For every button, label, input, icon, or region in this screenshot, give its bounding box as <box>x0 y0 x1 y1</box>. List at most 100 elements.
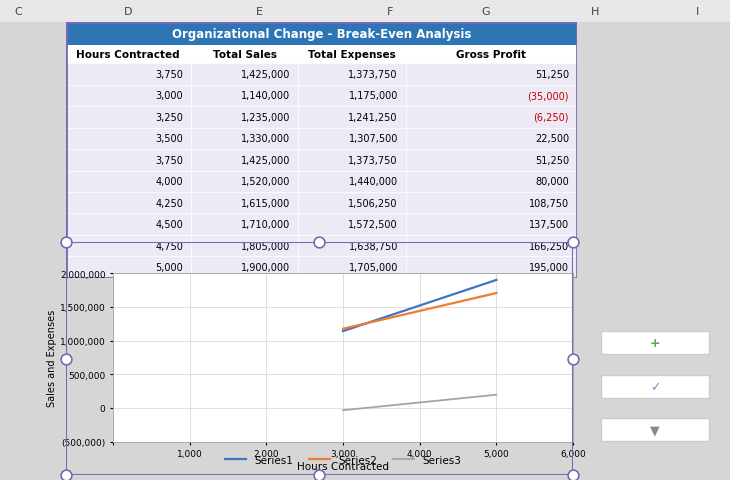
Text: 1,175,000: 1,175,000 <box>348 91 398 101</box>
Text: 1,425,000: 1,425,000 <box>241 70 291 80</box>
Bar <box>66 214 191 236</box>
Text: +: + <box>650 336 661 350</box>
Point <box>567 239 579 246</box>
Series2 <box>339 326 347 332</box>
Bar <box>299 85 406 107</box>
Point <box>60 239 72 246</box>
Bar <box>191 257 299 278</box>
Bar <box>191 64 299 85</box>
Bar <box>191 192 299 214</box>
Text: 1,710,000: 1,710,000 <box>242 220 291 230</box>
Bar <box>299 171 406 192</box>
Bar <box>66 85 191 107</box>
Text: ▼: ▼ <box>650 423 660 436</box>
Text: 1,140,000: 1,140,000 <box>242 91 291 101</box>
Bar <box>602 332 710 355</box>
Bar <box>406 214 577 236</box>
Series1 <box>415 303 424 309</box>
Bar <box>406 236 577 257</box>
Bar <box>602 375 710 398</box>
Bar <box>66 64 191 85</box>
Text: 22,500: 22,500 <box>535 134 569 144</box>
Series1 <box>434 297 443 302</box>
Text: 1,373,750: 1,373,750 <box>348 70 398 80</box>
Bar <box>406 150 577 171</box>
Text: 3,000: 3,000 <box>155 91 183 101</box>
Text: 137,500: 137,500 <box>529 220 569 230</box>
Text: 1,506,250: 1,506,250 <box>348 198 398 208</box>
Text: 51,250: 51,250 <box>535 70 569 80</box>
Bar <box>191 107 299 128</box>
Text: 1,572,500: 1,572,500 <box>348 220 398 230</box>
Bar <box>66 192 191 214</box>
Series2 <box>473 295 482 301</box>
X-axis label: Hours Contracted: Hours Contracted <box>297 461 389 471</box>
Legend: Series1, Series2, Series3: Series1, Series2, Series3 <box>221 450 465 469</box>
Bar <box>299 46 406 64</box>
Text: 80,000: 80,000 <box>535 177 569 187</box>
Text: 1,440,000: 1,440,000 <box>349 177 398 187</box>
Bar <box>406 171 577 192</box>
Series1 <box>492 277 501 283</box>
Bar <box>406 64 577 85</box>
Bar <box>66 23 577 46</box>
Bar <box>191 171 299 192</box>
Text: H: H <box>591 7 599 16</box>
Series1 <box>358 322 366 328</box>
Bar <box>406 192 577 214</box>
Text: ✓: ✓ <box>650 380 661 393</box>
Bar <box>299 257 406 278</box>
Bar <box>191 128 299 150</box>
Text: 1,330,000: 1,330,000 <box>242 134 291 144</box>
Series1 <box>377 316 386 322</box>
Bar <box>406 257 577 278</box>
Bar <box>191 46 299 64</box>
Text: 4,250: 4,250 <box>155 198 183 208</box>
Bar <box>299 236 406 257</box>
Text: C: C <box>15 7 22 16</box>
Series2 <box>434 304 443 310</box>
Point <box>60 355 72 363</box>
Y-axis label: Sales and Expenses: Sales and Expenses <box>47 309 57 406</box>
Text: 1,520,000: 1,520,000 <box>241 177 291 187</box>
Point <box>60 471 72 479</box>
Text: 108,750: 108,750 <box>529 198 569 208</box>
Bar <box>66 128 191 150</box>
Text: I: I <box>696 7 699 16</box>
Text: 1,805,000: 1,805,000 <box>242 241 291 251</box>
Series3 <box>473 394 482 400</box>
Bar <box>299 214 406 236</box>
Text: 1,425,000: 1,425,000 <box>241 156 291 166</box>
Bar <box>406 128 577 150</box>
Point <box>567 355 579 363</box>
Bar <box>299 107 406 128</box>
Text: 51,250: 51,250 <box>535 156 569 166</box>
Line: Series2: Series2 <box>343 293 496 329</box>
Text: Gross Profit: Gross Profit <box>456 50 526 60</box>
Text: 1,307,500: 1,307,500 <box>348 134 398 144</box>
Bar <box>406 85 577 107</box>
Text: 1,373,750: 1,373,750 <box>348 156 398 166</box>
Text: 1,241,250: 1,241,250 <box>348 112 398 122</box>
Text: D: D <box>123 7 132 16</box>
Series3 <box>339 408 347 413</box>
Bar <box>191 85 299 107</box>
Text: Total Expenses: Total Expenses <box>308 50 396 60</box>
Series2 <box>358 322 366 327</box>
Text: 3,750: 3,750 <box>155 70 183 80</box>
Bar <box>191 236 299 257</box>
Series2 <box>454 300 463 305</box>
Text: F: F <box>388 7 393 16</box>
Bar <box>602 418 710 441</box>
Text: (6,250): (6,250) <box>534 112 569 122</box>
Point <box>314 471 326 479</box>
Text: 3,500: 3,500 <box>155 134 183 144</box>
Series1 <box>454 290 463 296</box>
Series3 <box>377 404 386 409</box>
Series3 <box>396 402 405 408</box>
Series3 <box>358 406 366 411</box>
Text: 3,250: 3,250 <box>155 112 183 122</box>
Bar <box>66 257 191 278</box>
Series2 <box>415 308 424 314</box>
Text: 166,250: 166,250 <box>529 241 569 251</box>
